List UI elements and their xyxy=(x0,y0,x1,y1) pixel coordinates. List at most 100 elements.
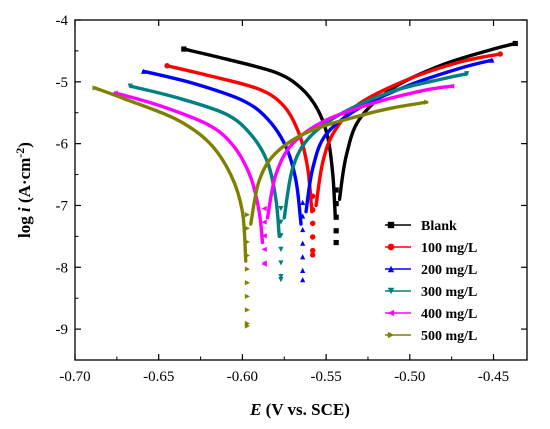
data-point-marker xyxy=(333,239,339,246)
y-axis-title-italic: i xyxy=(15,207,34,212)
legend-marker xyxy=(387,331,395,339)
y-axis-title-close: ) xyxy=(15,142,34,148)
data-point-marker xyxy=(300,226,306,233)
data-point-marker xyxy=(244,280,251,286)
data-point-marker xyxy=(278,246,284,252)
legend: Blank 100 mg/L 200 mg/L 300 mg/L 400 mg/L 500… xyxy=(385,219,477,344)
x-tick-label: -0.60 xyxy=(227,369,258,385)
data-point-marker xyxy=(300,199,306,205)
anodic-branch-line xyxy=(337,41,517,201)
data-point-marker xyxy=(244,307,251,313)
legend-label: 500 mg/L xyxy=(421,329,477,344)
data-point-marker xyxy=(278,277,284,283)
y-axis-title-prefix: log xyxy=(15,212,34,238)
data-point-marker xyxy=(300,267,306,273)
legend-marker xyxy=(387,265,395,273)
legend-item: 300 mg/L xyxy=(385,285,477,300)
y-axis: -4 -5 -6 -7 -8 -9 xyxy=(56,13,527,361)
data-point-marker xyxy=(512,40,518,47)
legend-marker xyxy=(387,243,395,251)
x-tick-label: -0.65 xyxy=(143,369,174,385)
x-axis-title: E (V vs. SCE) xyxy=(249,400,350,419)
data-point-marker xyxy=(261,246,267,252)
data-point-marker xyxy=(309,252,316,258)
data-point-marker xyxy=(300,240,306,246)
legend-marker xyxy=(387,221,395,229)
data-point-marker xyxy=(489,57,495,63)
data-point-marker xyxy=(244,266,251,272)
legend-label: 400 mg/L xyxy=(421,307,477,322)
data-point-marker xyxy=(333,187,339,193)
data-point-marker xyxy=(464,71,470,77)
x-tick-label: -0.70 xyxy=(59,369,90,385)
y-axis-title-unit: (A·cm xyxy=(15,158,34,208)
y-tick-label: -9 xyxy=(56,322,69,338)
data-point-marker xyxy=(261,219,267,225)
x-axis-title-rest: (V vs. SCE) xyxy=(261,400,349,419)
data-point-marker xyxy=(278,260,284,266)
data-point-marker xyxy=(244,212,251,218)
data-point-marker xyxy=(449,83,455,89)
legend-label: 100 mg/L xyxy=(421,241,477,256)
cathodic-branch-line xyxy=(141,69,303,226)
anodic-branch-line xyxy=(249,100,429,226)
data-point-marker xyxy=(333,214,339,220)
data-point-marker xyxy=(333,228,339,234)
legend-marker xyxy=(387,287,395,295)
data-point-marker xyxy=(278,273,284,280)
data-point-marker xyxy=(278,233,284,239)
legend-item: 400 mg/L xyxy=(385,307,477,322)
y-axis-title: log i (A·cm-2) xyxy=(13,142,34,238)
x-tick-label: -0.50 xyxy=(394,369,425,385)
data-point-marker xyxy=(300,254,306,260)
x-tick-label: -0.55 xyxy=(310,369,341,385)
y-tick-label: -7 xyxy=(56,198,69,214)
data-point-marker xyxy=(300,277,306,283)
legend-label: Blank xyxy=(421,219,457,234)
x-tick-label: -0.45 xyxy=(478,369,509,385)
data-point-marker xyxy=(261,233,267,239)
legend-item: Blank xyxy=(385,219,457,234)
plot-frame xyxy=(74,19,528,361)
data-point-marker xyxy=(261,205,267,212)
data-point-marker xyxy=(244,225,251,231)
data-point-marker xyxy=(261,261,267,267)
series-5 xyxy=(112,83,455,267)
data-point-marker xyxy=(309,247,316,254)
data-point-marker xyxy=(300,213,306,219)
cathodic-branch-line xyxy=(128,84,281,239)
data-point-marker xyxy=(333,201,339,207)
y-tick-label: -4 xyxy=(56,13,69,29)
data-point-marker xyxy=(164,63,170,69)
y-axis-title-sup: -2 xyxy=(13,148,27,158)
data-point-marker xyxy=(309,220,316,227)
cathodic-branch-line xyxy=(165,64,314,214)
data-point-marker xyxy=(127,83,133,89)
data-point-marker xyxy=(141,68,147,74)
data-point-marker xyxy=(278,205,284,212)
data-point-marker xyxy=(309,234,316,240)
data-point-marker xyxy=(244,239,251,245)
y-tick-label: -6 xyxy=(56,137,69,153)
y-tick-label: -5 xyxy=(56,75,69,91)
legend-item: 100 mg/L xyxy=(385,241,477,256)
data-point-marker xyxy=(309,193,316,199)
data-point-marker xyxy=(244,323,251,329)
legend-item: 200 mg/L xyxy=(385,263,477,278)
data-point-marker xyxy=(244,293,251,299)
data-point-marker xyxy=(423,99,430,105)
legend-marker xyxy=(387,309,395,317)
curves-layer xyxy=(92,40,518,329)
y-tick-label: -8 xyxy=(56,260,69,276)
legend-label: 200 mg/L xyxy=(421,263,477,278)
series-1 xyxy=(181,40,518,246)
cathodic-branch-line xyxy=(113,91,265,245)
data-point-marker xyxy=(181,46,187,52)
anodic-branch-line xyxy=(314,52,502,208)
cathodic-branch-line xyxy=(93,86,248,263)
data-point-marker xyxy=(309,207,316,213)
data-point-marker xyxy=(497,51,503,57)
legend-item: 500 mg/L xyxy=(385,329,477,344)
cathodic-branch-line xyxy=(182,47,338,220)
